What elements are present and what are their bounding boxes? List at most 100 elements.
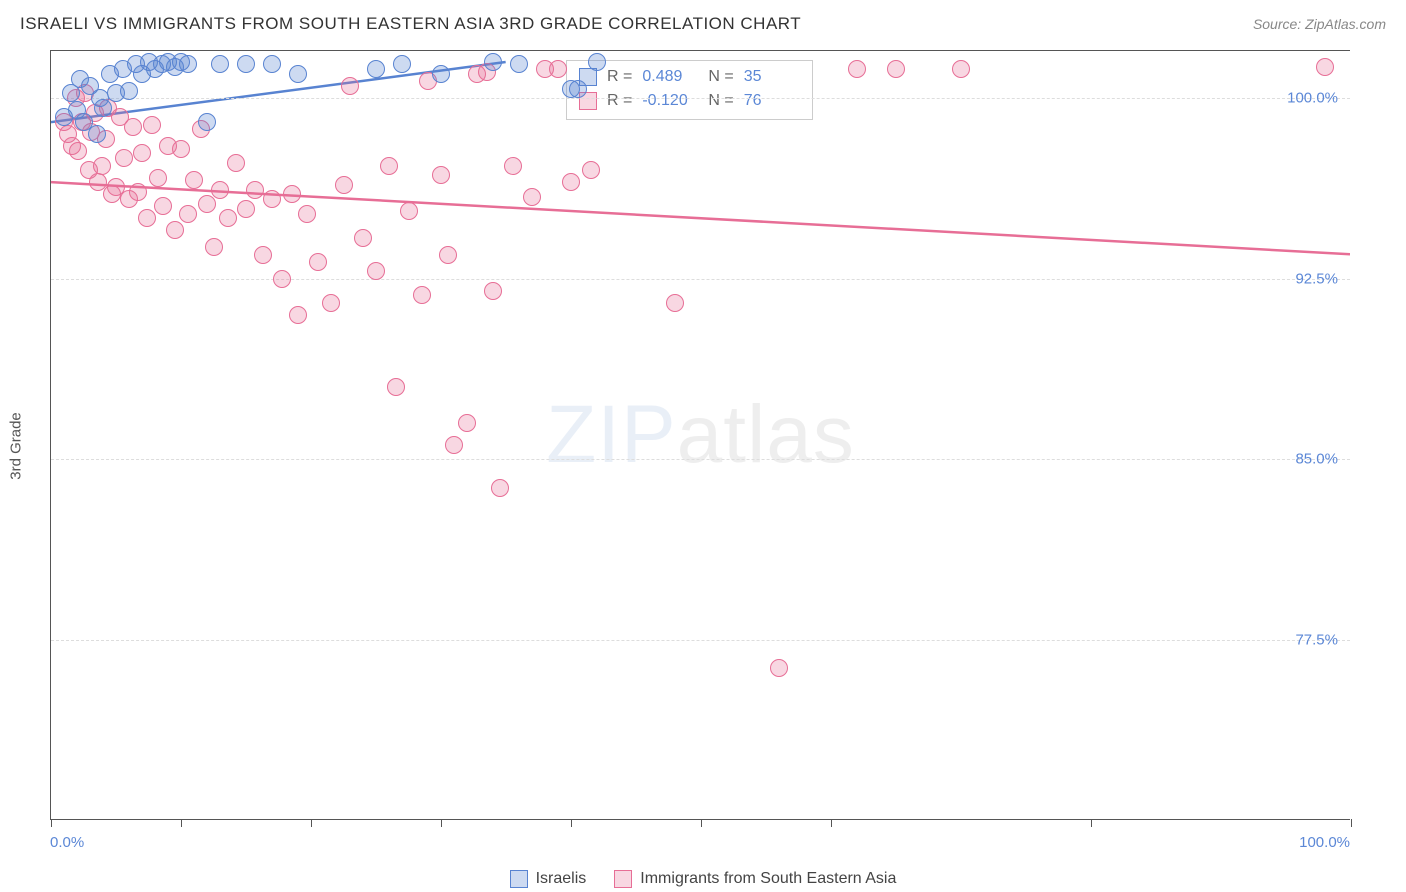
data-point-immigrants [283,185,301,203]
x-tick [181,819,182,827]
data-point-israelis [88,125,106,143]
data-point-immigrants [666,294,684,312]
data-point-immigrants [387,378,405,396]
stats-box: R =0.489N =35 R = -0.120 N = 76 [566,60,813,120]
data-point-immigrants [115,149,133,167]
data-point-immigrants [133,144,151,162]
data-point-immigrants [298,205,316,223]
data-point-immigrants [263,190,281,208]
x-tick [1091,819,1092,827]
x-axis-min-label: 0.0% [50,834,84,851]
data-point-immigrants [154,197,172,215]
data-point-immigrants [400,202,418,220]
gridline [51,640,1350,641]
data-point-israelis [393,55,411,73]
data-point-israelis [198,113,216,131]
y-tick-label: 77.5% [1295,631,1338,648]
y-tick-label: 100.0% [1287,90,1338,107]
watermark: ZIPatlas [546,388,855,482]
x-tick [1351,819,1352,827]
legend-item-immigrants: Immigrants from South Eastern Asia [614,870,896,888]
chart-area: ZIPatlas R =0.489N =35 R = -0.120 N = 76 77.… [50,50,1350,820]
legend-label-israelis: Israelis [536,870,587,888]
data-point-immigrants [1316,58,1334,76]
data-point-immigrants [227,154,245,172]
data-point-immigrants [341,77,359,95]
x-tick [831,819,832,827]
data-point-immigrants [69,142,87,160]
data-point-israelis [510,55,528,73]
y-tick-label: 92.5% [1295,270,1338,287]
data-point-immigrants [887,60,905,78]
data-point-israelis [179,55,197,73]
stats-n-value: 35 [744,68,800,86]
data-point-immigrants [309,253,327,271]
data-point-immigrants [562,173,580,191]
data-point-israelis [263,55,281,73]
trend-lines-layer [51,50,1350,819]
chart-top-border [51,50,1350,51]
data-point-immigrants [380,157,398,175]
data-point-israelis [94,99,112,117]
data-point-immigrants [93,157,111,175]
data-point-immigrants [582,161,600,179]
data-point-israelis [588,53,606,71]
gridline [51,459,1350,460]
data-point-immigrants [335,176,353,194]
stats-r-label: R = [607,92,632,110]
gridline [51,98,1350,99]
data-point-israelis [289,65,307,83]
data-point-immigrants [952,60,970,78]
x-axis-max-label: 100.0% [1299,834,1350,851]
data-point-immigrants [523,188,541,206]
data-point-immigrants [129,183,147,201]
data-point-immigrants [143,116,161,134]
data-point-immigrants [458,414,476,432]
data-point-immigrants [254,246,272,264]
data-point-immigrants [439,246,457,264]
data-point-immigrants [166,221,184,239]
data-point-israelis [237,55,255,73]
data-point-immigrants [149,169,167,187]
data-point-immigrants [172,140,190,158]
data-point-immigrants [445,436,463,454]
data-point-immigrants [185,171,203,189]
data-point-immigrants [770,659,788,677]
data-point-immigrants [484,282,502,300]
data-point-israelis [569,80,587,98]
legend-swatch-immigrants [614,870,632,888]
stats-row: R = -0.120 N = 76 [579,89,800,113]
data-point-immigrants [413,286,431,304]
legend-swatch-israelis [510,870,528,888]
stats-row: R =0.489N =35 [579,65,800,89]
data-point-immigrants [549,60,567,78]
data-point-immigrants [198,195,216,213]
data-point-immigrants [322,294,340,312]
watermark-zip: ZIP [546,389,677,480]
x-tick [441,819,442,827]
data-point-israelis [120,82,138,100]
data-point-immigrants [219,209,237,227]
chart-title: ISRAELI VS IMMIGRANTS FROM SOUTH EASTERN… [20,14,801,34]
watermark-atlas: atlas [677,389,855,480]
x-tick [571,819,572,827]
data-point-immigrants [289,306,307,324]
x-tick [51,819,52,827]
data-point-immigrants [504,157,522,175]
data-point-immigrants [211,181,229,199]
data-point-immigrants [432,166,450,184]
x-tick [701,819,702,827]
legend-item-israelis: Israelis [510,870,587,888]
stats-r-value: -0.120 [642,92,698,110]
data-point-immigrants [848,60,866,78]
data-point-israelis [367,60,385,78]
y-axis-label: 3rd Grade [8,412,25,480]
data-point-immigrants [367,262,385,280]
data-point-israelis [432,65,450,83]
stats-n-label: N = [708,92,733,110]
data-point-immigrants [124,118,142,136]
legend: Israelis Immigrants from South Eastern A… [0,870,1406,888]
data-point-immigrants [138,209,156,227]
source-credit: Source: ZipAtlas.com [1253,16,1386,32]
stats-n-value: 76 [744,92,800,110]
